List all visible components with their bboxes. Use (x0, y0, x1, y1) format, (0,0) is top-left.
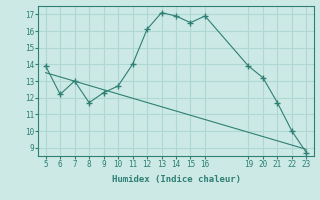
X-axis label: Humidex (Indice chaleur): Humidex (Indice chaleur) (111, 175, 241, 184)
